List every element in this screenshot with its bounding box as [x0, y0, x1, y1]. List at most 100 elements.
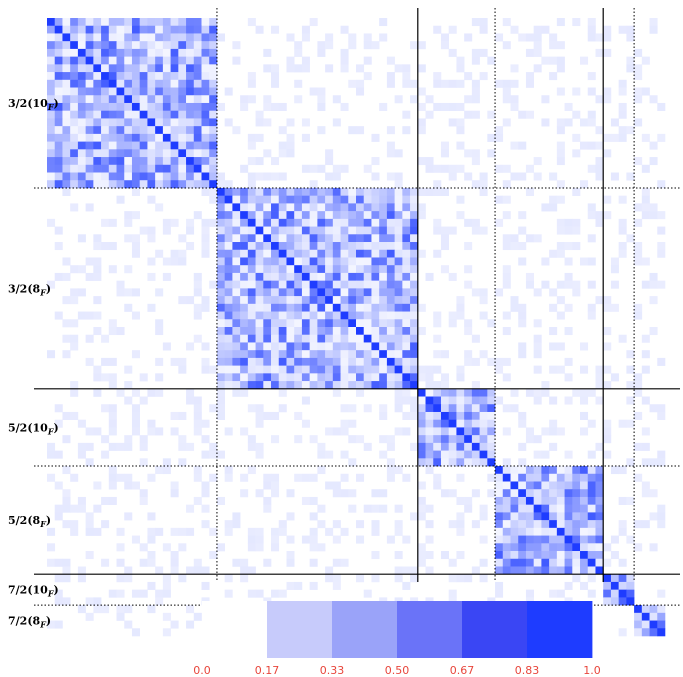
heatmap-cell: [618, 226, 627, 235]
heatmap-cell: [271, 435, 280, 444]
heatmap-cell: [348, 211, 357, 220]
heatmap-cell: [216, 226, 225, 235]
heatmap-cell: [363, 72, 372, 81]
heatmap-cell: [634, 257, 643, 266]
heatmap-cell: [464, 280, 473, 289]
heatmap-cell: [232, 234, 241, 243]
heatmap-cell: [580, 257, 589, 266]
heatmap-cell: [139, 56, 148, 65]
heatmap-cell: [131, 18, 140, 27]
heatmap-cell: [77, 149, 86, 158]
heatmap-cell: [479, 442, 488, 451]
heatmap-cell: [410, 574, 419, 583]
heatmap-cell: [556, 87, 565, 96]
heatmap-cell: [162, 226, 171, 235]
heatmap-cell: [410, 311, 419, 320]
heatmap-cell: [201, 303, 210, 312]
heatmap-cell: [541, 257, 550, 266]
heatmap-cell: [240, 388, 249, 397]
heatmap-cell: [610, 535, 619, 544]
colorbar-tick-label: 0.0: [193, 664, 211, 677]
heatmap-cell: [541, 203, 550, 212]
heatmap-cell: [232, 203, 241, 212]
heatmap-cell: [263, 350, 272, 359]
heatmap-cell: [93, 311, 102, 320]
row-label: 7/2(10F): [8, 584, 59, 599]
heatmap-cell: [549, 172, 558, 181]
heatmap-cell: [464, 458, 473, 467]
heatmap-cell: [325, 280, 334, 289]
heatmap-cell: [564, 272, 573, 281]
heatmap-cell: [440, 79, 449, 88]
heatmap-cell: [502, 211, 511, 220]
heatmap-cell: [201, 357, 210, 366]
heatmap-cell: [54, 558, 63, 567]
heatmap-cell: [603, 87, 612, 96]
heatmap-cell: [518, 342, 527, 351]
heatmap-cell: [394, 504, 403, 513]
heatmap-cell: [286, 118, 295, 127]
heatmap-cell: [572, 388, 581, 397]
heatmap-cell: [85, 41, 94, 50]
heatmap-cell: [294, 257, 303, 266]
heatmap-cell: [580, 396, 589, 405]
heatmap-cell: [209, 64, 218, 73]
heatmap-cell: [62, 41, 71, 50]
heatmap-cell: [255, 350, 264, 359]
heatmap-cell: [340, 303, 349, 312]
heatmap-cell: [410, 280, 419, 289]
heatmap-cell: [471, 149, 480, 158]
heatmap-cell: [448, 25, 457, 34]
heatmap-cell: [124, 605, 133, 614]
heatmap-cell: [47, 180, 56, 189]
heatmap-cell: [232, 303, 241, 312]
heatmap-cell: [301, 187, 310, 196]
heatmap-cell: [510, 234, 519, 243]
heatmap-cell: [433, 72, 442, 81]
heatmap-cell: [356, 288, 365, 297]
heatmap-cell: [417, 211, 426, 220]
heatmap-cell: [533, 466, 542, 475]
heatmap-cell: [394, 226, 403, 235]
heatmap-cell: [201, 164, 210, 173]
heatmap-cell: [286, 211, 295, 220]
heatmap-cell: [340, 327, 349, 336]
heatmap-cell: [240, 327, 249, 336]
heatmap-cell: [101, 56, 110, 65]
heatmap-cell: [371, 327, 380, 336]
heatmap-cell: [479, 427, 488, 436]
heatmap-cell: [425, 427, 434, 436]
heatmap-cell: [209, 365, 218, 374]
heatmap-cell: [101, 157, 110, 166]
heatmap-cell: [587, 280, 596, 289]
heatmap-cell: [209, 404, 218, 413]
heatmap-cell: [286, 272, 295, 281]
heatmap-cell: [495, 566, 504, 575]
heatmap-cell: [402, 396, 411, 405]
heatmap-cell: [124, 381, 133, 390]
heatmap-cell: [155, 172, 164, 181]
heatmap-cell: [541, 381, 550, 390]
heatmap-cell: [301, 303, 310, 312]
heatmap-cell: [317, 504, 326, 513]
heatmap-cell: [47, 218, 56, 227]
heatmap-cell: [131, 589, 140, 598]
heatmap-cell: [356, 195, 365, 204]
heatmap-cell: [348, 265, 357, 274]
heatmap-cell: [47, 350, 56, 359]
heatmap-cell: [348, 280, 357, 289]
heatmap-cell: [464, 388, 473, 397]
heatmap-cell: [271, 157, 280, 166]
heatmap-cell: [394, 551, 403, 560]
heatmap-cell: [348, 404, 357, 413]
heatmap-cell: [201, 18, 210, 27]
heatmap-cell: [371, 311, 380, 320]
heatmap-cell: [232, 334, 241, 343]
heatmap-cell: [47, 33, 56, 42]
heatmap-cell: [263, 172, 272, 181]
heatmap-cell: [186, 566, 195, 575]
heatmap-cell: [348, 203, 357, 212]
heatmap-cell: [641, 365, 650, 374]
heatmap-cell: [47, 141, 56, 150]
heatmap-cell: [479, 25, 488, 34]
